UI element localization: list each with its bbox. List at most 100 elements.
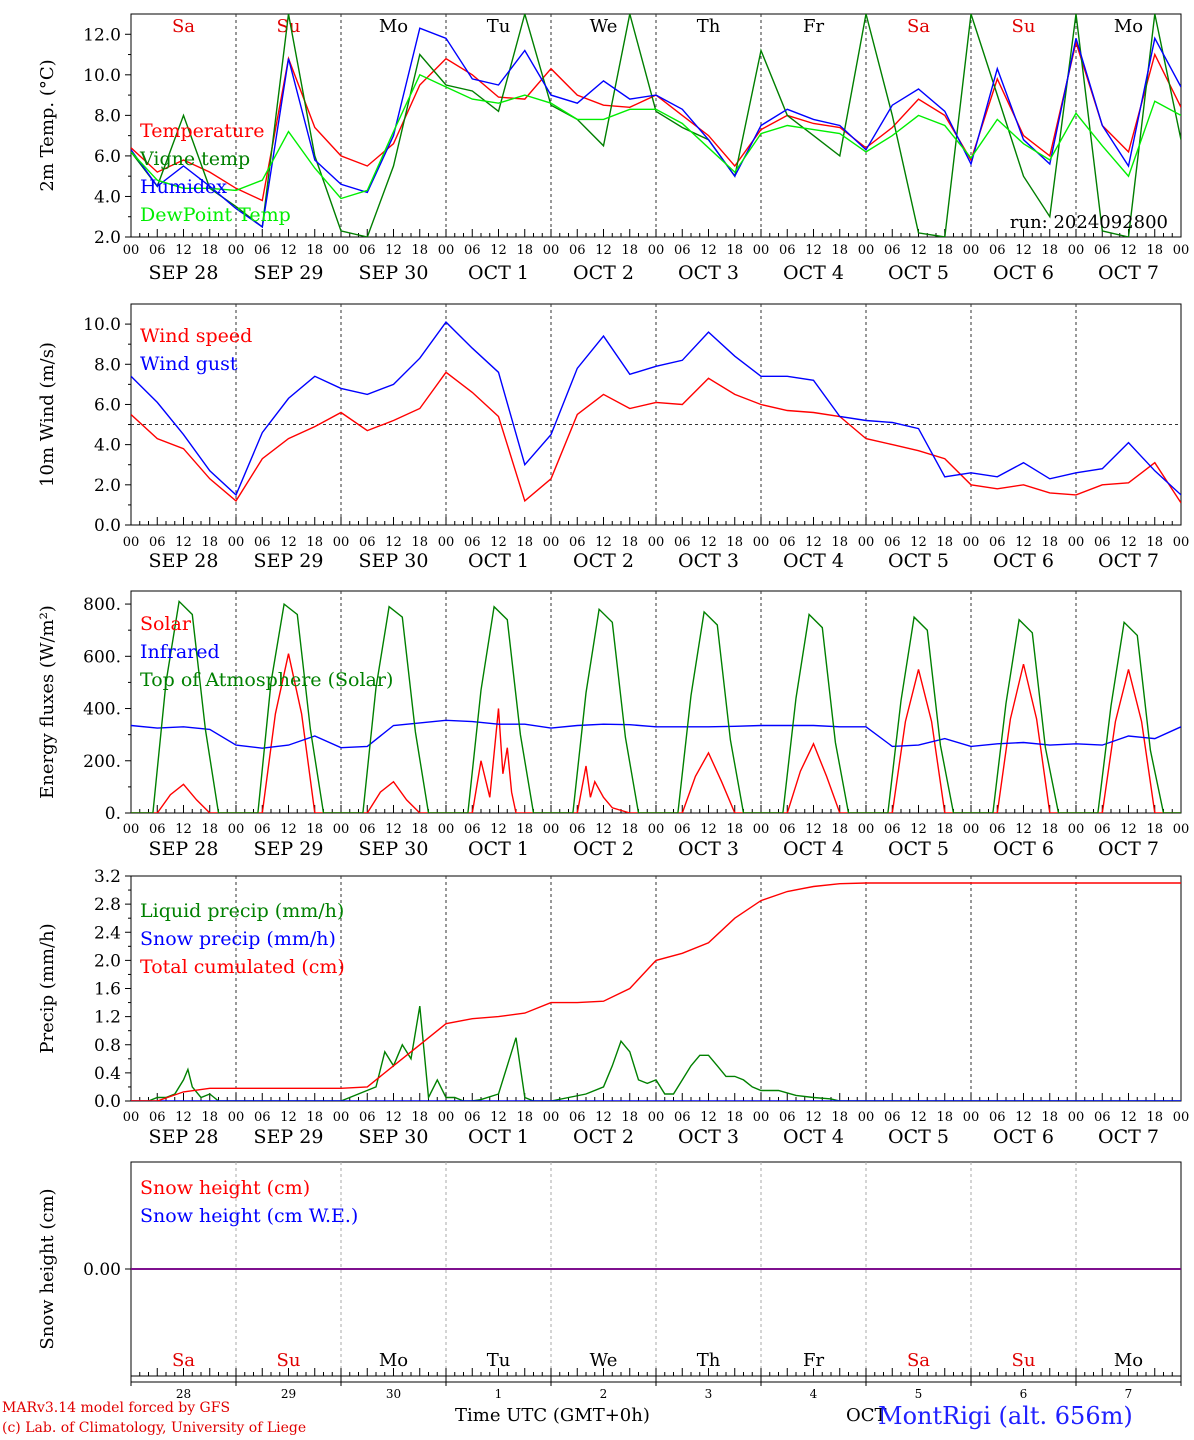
x-hour-label: 18	[516, 243, 533, 258]
x-date-label: OCT 3	[678, 838, 739, 860]
legend-entry: Wind gust	[140, 353, 238, 375]
x-hour-label: 18	[621, 243, 638, 258]
x-date-label: OCT 5	[888, 1126, 949, 1148]
panel-2: 0.0 2.0 4.0 6.0 8.0 10.0 10m Wind (m/s) 00 06 12 1…	[37, 303, 1190, 572]
x-date-label: OCT 3	[678, 262, 739, 284]
series-line-humidex	[131, 27, 1181, 229]
x-hour-label: 12	[595, 535, 612, 550]
y-tick-label: 2.4	[94, 923, 121, 943]
legend-entry: Infrared	[140, 641, 220, 663]
x-hour-label: 12	[1120, 243, 1137, 258]
x-hour-label: 12	[805, 535, 822, 550]
x-hour-label: 18	[831, 822, 848, 837]
x-hour-label: 00	[228, 822, 245, 837]
x-hour-label: 00	[543, 822, 560, 837]
x-hour-label: 12	[280, 243, 297, 258]
x-hour-label: 18	[516, 822, 533, 837]
y-axis-label: Energy fluxes (W/m²)	[37, 605, 58, 799]
x-hour-label: 06	[779, 822, 796, 837]
x-hour-label: 06	[254, 1110, 271, 1125]
x-hour-label: 06	[779, 243, 796, 258]
x-hour-label: 18	[411, 1110, 428, 1125]
x-hour-label: 18	[201, 822, 218, 837]
y-tick-label: 3.2	[94, 867, 121, 887]
x-hour-label: 18	[726, 243, 743, 258]
x-hour-label: 00	[123, 1110, 140, 1125]
x-date-label: OCT 1	[468, 262, 529, 284]
x-hour-label: 12	[385, 822, 402, 837]
x-hour-label: 18	[306, 1110, 323, 1125]
day-number-label: 29	[281, 1387, 296, 1401]
x-hour-label: 06	[464, 243, 481, 258]
x-date-label: OCT 3	[678, 550, 739, 572]
weekday-label: Mo	[1114, 16, 1143, 37]
x-hour-label: 18	[201, 243, 218, 258]
legend-entry: Snow height (cm)	[140, 1177, 310, 1199]
day-number-label: 2	[600, 1387, 608, 1401]
day-number-label: 1	[495, 1387, 503, 1401]
x-hour-label: 00	[858, 822, 875, 837]
x-hour-label: 18	[1146, 1110, 1163, 1125]
x-hour-label: 12	[175, 535, 192, 550]
x-hour-label: 12	[1120, 535, 1137, 550]
legend-entry: Snow height (cm W.E.)	[140, 1205, 358, 1227]
legend-entry: Solar	[140, 613, 192, 635]
x-hour-label: 12	[1015, 822, 1032, 837]
x-hour-label: 06	[779, 1110, 796, 1125]
x-hour-label: 06	[149, 822, 166, 837]
x-hour-label: 12	[910, 1110, 927, 1125]
x-hour-label: 12	[805, 243, 822, 258]
x-hour-label: 00	[1068, 243, 1085, 258]
x-hour-label: 00	[1173, 535, 1190, 550]
x-hour-label: 00	[753, 243, 770, 258]
x-hour-label: 18	[306, 243, 323, 258]
x-hour-label: 06	[569, 535, 586, 550]
x-hour-label: 00	[438, 822, 455, 837]
x-hour-label: 12	[595, 1110, 612, 1125]
x-hour-label: 18	[1041, 535, 1058, 550]
y-axis-label: 2m Temp. (°C)	[37, 59, 58, 191]
day-number-label: 5	[915, 1387, 923, 1401]
day-number-label: 3	[705, 1387, 713, 1401]
x-hour-label: 18	[621, 1110, 638, 1125]
x-hour-label: 00	[1068, 535, 1085, 550]
station-label: MontRigi (alt. 656m)	[878, 1402, 1133, 1430]
x-hour-label: 06	[359, 822, 376, 837]
x-hour-label: 12	[385, 535, 402, 550]
day-number-label: 7	[1125, 1387, 1133, 1401]
series-line-wind-speed	[131, 371, 1181, 504]
series-line-top-of-atmosphere-solar	[131, 599, 1181, 813]
x-hour-label: 12	[175, 243, 192, 258]
panel-3: 0. 200. 400. 600. 800. Energy fluxes (W/m²) 00…	[37, 590, 1189, 860]
weekday-label: Tu	[487, 16, 511, 37]
y-tick-label: 12.0	[83, 25, 121, 45]
x-hour-label: 18	[936, 1110, 953, 1125]
x-date-label: OCT 4	[783, 550, 844, 572]
legend-entry: Total cumulated (cm)	[140, 956, 345, 978]
x-hour-label: 00	[858, 1110, 875, 1125]
x-date-label: OCT 4	[783, 838, 844, 860]
x-hour-label: 18	[936, 822, 953, 837]
series-line-total-cumulated-cm	[131, 882, 1181, 1101]
weekday-label: Su	[1012, 1350, 1036, 1371]
x-hour-label: 06	[989, 822, 1006, 837]
x-date-label: OCT 1	[468, 1126, 529, 1148]
x-hour-label: 06	[884, 243, 901, 258]
weekday-label: Su	[1012, 16, 1036, 37]
x-hour-label: 12	[910, 822, 927, 837]
y-tick-label: 0.0	[94, 516, 121, 536]
x-hour-label: 00	[228, 535, 245, 550]
x-hour-label: 18	[411, 243, 428, 258]
legend-entry: Temperature	[140, 120, 264, 142]
x-hour-label: 00	[123, 243, 140, 258]
x-date-label: SEP 28	[149, 262, 219, 284]
y-tick-label: 0.0	[94, 1092, 121, 1112]
series-line-wind-gust	[131, 321, 1181, 497]
x-hour-label: 18	[1041, 1110, 1058, 1125]
weekday-label: Sa	[172, 16, 195, 37]
x-date-label: OCT 2	[573, 1126, 634, 1148]
legend-entry: Top of Atmosphere (Solar)	[140, 669, 393, 691]
x-hour-label: 06	[569, 243, 586, 258]
x-date-label: OCT 4	[783, 1126, 844, 1148]
x-hour-label: 00	[438, 1110, 455, 1125]
